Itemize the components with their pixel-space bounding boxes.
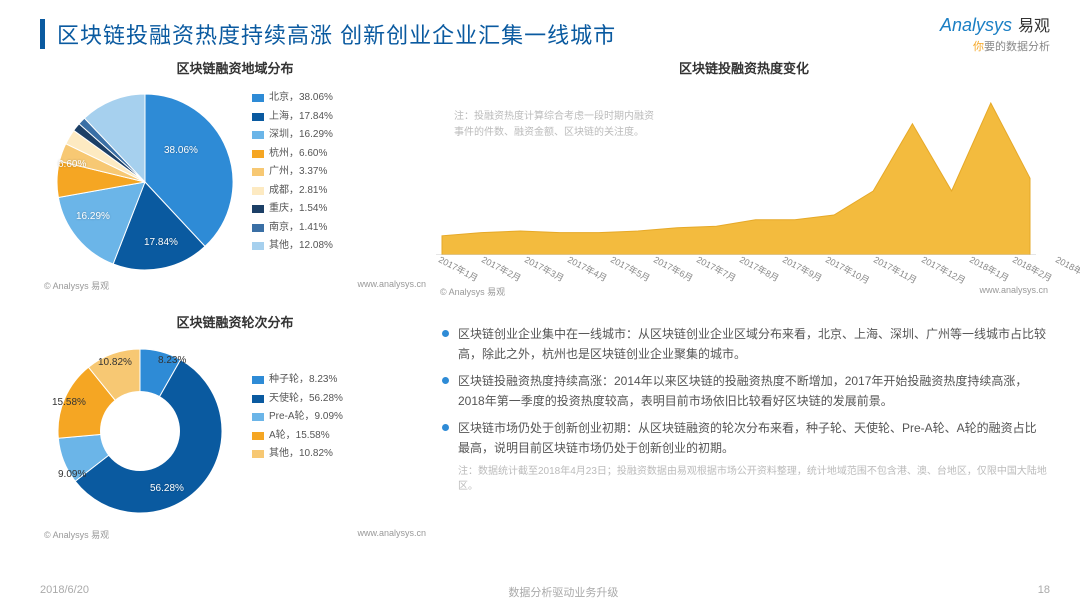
logo-sub-accent: 你: [973, 41, 984, 53]
legend-row: 杭州，6.60%: [252, 145, 333, 164]
pie-slice-label: 17.84%: [144, 237, 178, 248]
legend-row: 深圳，16.29%: [252, 126, 333, 145]
bullet-item: 区块链市场仍处于创新创业初期：从区块链融资的轮次分布来看，种子轮、天使轮、Pre…: [440, 418, 1048, 459]
text-panel: 区块链创业企业集中在一线城市：从区块链创业企业区域分布来看，北京、上海、深圳、广…: [436, 312, 1052, 578]
region-pie-panel: 区块链融资地域分布 北京，38.06%上海，17.84%深圳，16.29%杭州，…: [40, 58, 430, 306]
legend-swatch: [252, 113, 264, 121]
legend-swatch: [252, 242, 264, 250]
credit-right: www.analysys.cn: [357, 279, 426, 292]
brand-logo: Analysys 易观 你要的数据分析: [940, 12, 1050, 54]
credit-left: © Analysys 易观: [44, 528, 109, 541]
legend-label: 北京，38.06%: [269, 89, 333, 108]
region-pie-chart: [50, 87, 240, 277]
logo-sub-text: 要的数据分析: [984, 41, 1050, 53]
bullet-item: 区块链投融资热度持续高涨：2014年以来区块链的投融资热度不断增加，2017年开…: [440, 371, 1048, 412]
legend-swatch: [252, 131, 264, 139]
legend-swatch: [252, 432, 264, 440]
bullet-item: 区块链创业企业集中在一线城市：从区块链创业企业区域分布来看，北京、上海、深圳、广…: [440, 324, 1048, 365]
legend-swatch: [252, 94, 264, 102]
legend-row: 北京，38.06%: [252, 89, 333, 108]
pie-slice-label: 38.06%: [164, 145, 198, 156]
legend-label: Pre-A轮，9.09%: [269, 408, 343, 427]
legend-row: 广州，3.37%: [252, 163, 333, 182]
footer-tagline: 数据分析驱动业务升级: [508, 584, 618, 600]
round-donut-chart: [50, 341, 230, 521]
legend-row: 重庆，1.54%: [252, 200, 333, 219]
header-accent-bar: [40, 19, 45, 49]
area-title: 区块链投融资热度变化: [436, 58, 1052, 77]
legend-swatch: [252, 150, 264, 158]
area-note: 注：投融资热度计算综合考虑一段时期内融资事件的件数、融资金额、区块链的关注度。: [454, 109, 654, 141]
bullet-list: 区块链创业企业集中在一线城市：从区块链创业企业区域分布来看，北京、上海、深圳、广…: [436, 312, 1052, 494]
legend-swatch: [252, 224, 264, 232]
legend-swatch: [252, 413, 264, 421]
page-title: 区块链投融资热度持续高涨 创新创业企业汇集一线城市: [57, 18, 616, 50]
legend-swatch: [252, 168, 264, 176]
legend-label: 上海，17.84%: [269, 108, 333, 127]
legend-swatch: [252, 376, 264, 384]
legend-label: 其他，10.82%: [269, 445, 333, 464]
credit-left: © Analysys 易观: [44, 279, 109, 292]
region-pie-legend: 北京，38.06%上海，17.84%深圳，16.29%杭州，6.60%广州，3.…: [252, 89, 333, 256]
legend-swatch: [252, 450, 264, 458]
region-pie-title: 区块链融资地域分布: [40, 58, 430, 77]
legend-label: 天使轮，56.28%: [269, 390, 343, 409]
legend-row: A轮，15.58%: [252, 427, 343, 446]
round-pie-panel: 区块链融资轮次分布 种子轮，8.23%天使轮，56.28%Pre-A轮，9.09…: [40, 312, 430, 578]
legend-row: 其他，12.08%: [252, 237, 333, 256]
legend-swatch: [252, 187, 264, 195]
area-panel: 区块链投融资热度变化 注：投融资热度计算综合考虑一段时期内融资事件的件数、融资金…: [436, 58, 1052, 306]
pie-slice-label: 56.28%: [150, 483, 184, 494]
legend-label: 广州，3.37%: [269, 163, 327, 182]
pie-slice-label: 8.23%: [158, 355, 186, 366]
logo-text: Analysys: [940, 15, 1012, 35]
legend-row: 南京，1.41%: [252, 219, 333, 238]
legend-row: 其他，10.82%: [252, 445, 343, 464]
legend-row: 上海，17.84%: [252, 108, 333, 127]
bullet-note: 注：数据统计截至2018年4月23日；投融资数据由易观根据市场公开资料整理，统计…: [440, 464, 1048, 494]
legend-label: 其他，12.08%: [269, 237, 333, 256]
legend-label: 深圳，16.29%: [269, 126, 333, 145]
area-x-labels: 2017年1月2017年2月2017年3月2017年4月2017年5月2017年…: [436, 251, 1052, 279]
pie-slice-label: 15.58%: [52, 397, 86, 408]
footer: 2018/6/20 数据分析驱动业务升级 18: [0, 584, 1080, 600]
legend-label: 成都，2.81%: [269, 182, 327, 201]
legend-label: 种子轮，8.23%: [269, 371, 337, 390]
legend-label: 杭州，6.60%: [269, 145, 327, 164]
logo-cn: 易观: [1018, 18, 1050, 35]
legend-row: Pre-A轮，9.09%: [252, 408, 343, 427]
round-pie-title: 区块链融资轮次分布: [40, 312, 430, 331]
pie-slice-label: 9.09%: [58, 469, 86, 480]
footer-date: 2018/6/20: [40, 584, 89, 600]
pie-slice-label: 16.29%: [76, 211, 110, 222]
pie-slice-label: 6.60%: [58, 159, 86, 170]
header: 区块链投融资热度持续高涨 创新创业企业汇集一线城市 Analysys 易观 你要的…: [0, 0, 1080, 58]
legend-label: 南京，1.41%: [269, 219, 327, 238]
legend-row: 种子轮，8.23%: [252, 371, 343, 390]
legend-row: 天使轮，56.28%: [252, 390, 343, 409]
legend-label: 重庆，1.54%: [269, 200, 327, 219]
round-pie-legend: 种子轮，8.23%天使轮，56.28%Pre-A轮，9.09%A轮，15.58%…: [252, 371, 343, 464]
legend-row: 成都，2.81%: [252, 182, 333, 201]
legend-label: A轮，15.58%: [269, 427, 330, 446]
footer-page: 18: [1038, 584, 1050, 600]
legend-swatch: [252, 205, 264, 213]
credit-right: www.analysys.cn: [357, 528, 426, 541]
legend-swatch: [252, 395, 264, 403]
pie-slice-label: 10.82%: [98, 357, 132, 368]
